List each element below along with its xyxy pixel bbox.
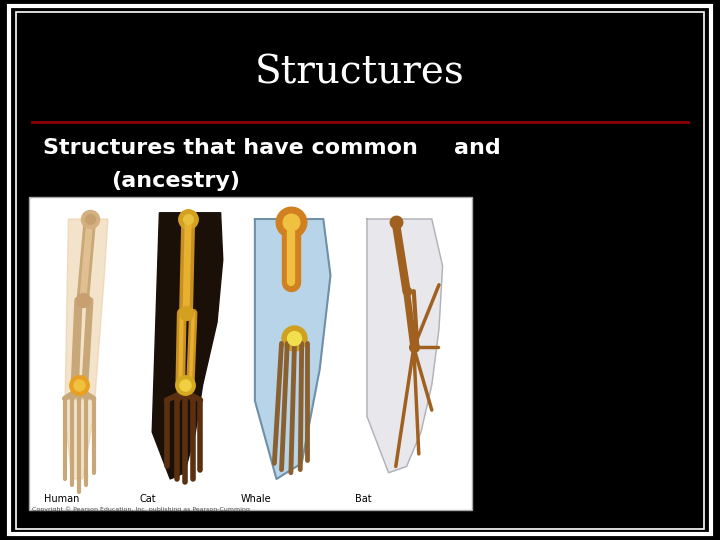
Text: Structures that have common: Structures that have common <box>43 138 418 159</box>
Text: (ancestry): (ancestry) <box>112 171 240 191</box>
Text: Structures: Structures <box>255 55 465 91</box>
Bar <box>29 197 472 510</box>
Polygon shape <box>152 213 222 479</box>
Polygon shape <box>65 219 108 479</box>
Text: Cat: Cat <box>139 495 156 504</box>
Text: Bat: Bat <box>355 495 372 504</box>
Text: Whale: Whale <box>240 495 271 504</box>
Text: Copyright © Pearson Education, Inc. publishing as Pearson-Cumming: Copyright © Pearson Education, Inc. publ… <box>32 506 251 511</box>
Text: and: and <box>454 138 500 159</box>
Polygon shape <box>367 219 443 472</box>
Polygon shape <box>255 219 330 479</box>
Text: Human: Human <box>43 495 79 504</box>
